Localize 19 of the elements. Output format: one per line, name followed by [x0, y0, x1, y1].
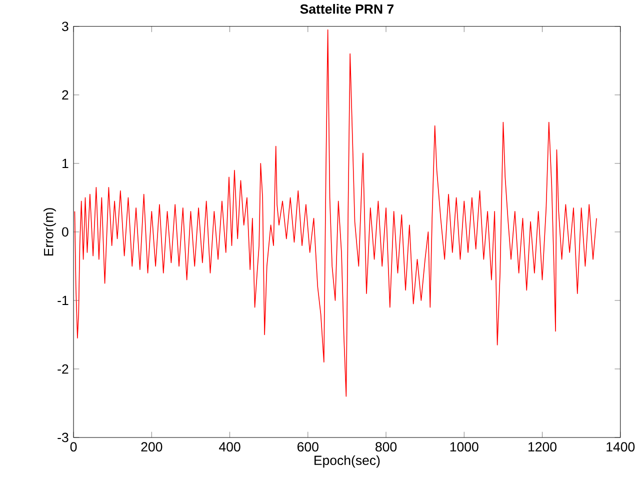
y-tick-label: 0	[62, 227, 68, 236]
y-tick-label: 1	[62, 158, 68, 168]
y-tick-label: -2	[58, 364, 68, 374]
x-tick-label: 800	[376, 442, 397, 452]
y-tick-label: -3	[58, 432, 68, 442]
x-axis-title: Epoch(sec)	[314, 455, 380, 468]
x-tick-label: 600	[298, 442, 318, 452]
y-tick-label: 3	[62, 22, 68, 31]
line-series	[74, 29, 597, 397]
x-tick-label: 1000	[450, 442, 478, 452]
x-tick-label: 1400	[606, 442, 635, 452]
x-tick-label: 200	[141, 442, 162, 452]
x-tick-label: 400	[219, 442, 240, 452]
chart-title: Sattelite PRN 7	[300, 4, 394, 14]
y-axis-title: Error(m)	[44, 208, 56, 256]
x-tick-label: 0	[70, 442, 77, 452]
y-tick-label: -1	[58, 296, 68, 305]
x-tick-label: 1200	[528, 442, 556, 452]
y-tick-label: 2	[62, 90, 68, 100]
